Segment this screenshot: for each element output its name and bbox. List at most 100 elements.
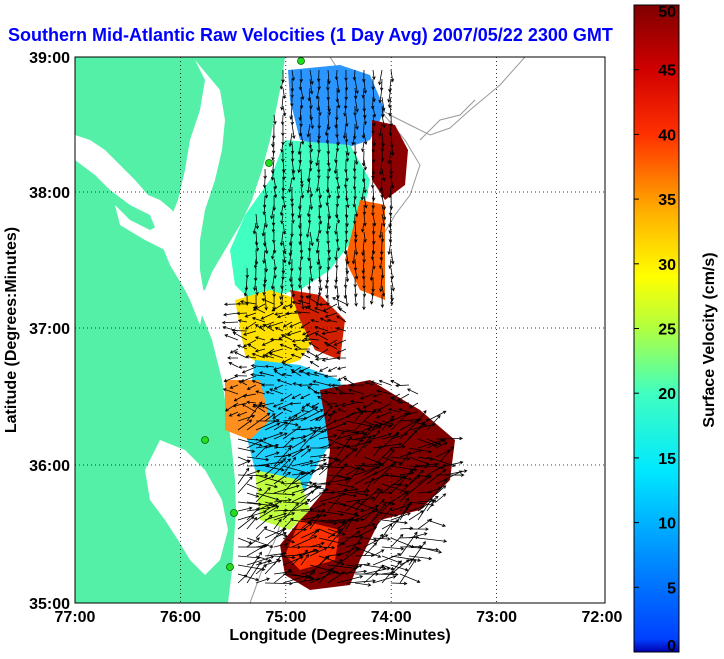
velocity-arrow xyxy=(274,312,284,316)
velocity-arrow xyxy=(282,517,294,530)
velocity-arrow xyxy=(246,384,257,390)
velocity-arrow xyxy=(381,285,386,297)
velocity-arrow xyxy=(264,492,296,497)
velocity-arrow xyxy=(326,258,331,271)
velocity-arrow xyxy=(261,405,275,413)
velocity-arrow xyxy=(264,465,285,472)
velocity-arrow xyxy=(318,419,338,431)
velocity-arrow xyxy=(255,475,275,485)
velocity-arrow xyxy=(426,486,443,494)
velocity-arrow xyxy=(299,249,304,261)
velocity-arrow xyxy=(232,332,248,341)
velocity-arrow xyxy=(282,480,313,485)
velocity-arrow xyxy=(223,375,239,383)
velocity-arrow xyxy=(245,294,249,306)
velocity-arrow xyxy=(273,186,278,199)
velocity-arrow xyxy=(390,559,410,575)
velocity-arrow xyxy=(381,449,395,467)
velocity-arrow xyxy=(314,332,329,341)
velocity-arrow xyxy=(237,319,248,323)
velocity-arrow xyxy=(332,297,347,305)
velocity-arrow xyxy=(408,510,424,521)
velocity-arrow xyxy=(361,222,365,233)
velocity-arrow xyxy=(336,213,341,224)
y-axis-label: Latitude (Degrees:Minutes) xyxy=(3,227,20,433)
velocity-arrow xyxy=(306,204,311,218)
velocity-arrow xyxy=(336,356,347,360)
velocity-arrow xyxy=(222,388,239,395)
velocity-arrow xyxy=(345,150,350,162)
velocity-arrow xyxy=(279,78,284,90)
velocity-arrow xyxy=(255,577,270,584)
velocity-arrow xyxy=(372,442,403,449)
velocity-arrow xyxy=(309,555,330,575)
velocity-arrow xyxy=(273,370,284,377)
velocity-arrow xyxy=(363,499,385,521)
velocity-arrow xyxy=(435,493,447,503)
velocity-arrow xyxy=(309,69,314,85)
map-area xyxy=(75,57,605,603)
velocity-arrow xyxy=(308,258,313,270)
velocity-arrow xyxy=(390,249,395,265)
velocity-arrow xyxy=(304,306,320,314)
velocity-arrow xyxy=(242,393,257,398)
velocity-arrow xyxy=(317,285,322,297)
velocity-arrow xyxy=(279,204,284,217)
velocity-arrow xyxy=(348,388,365,395)
velocity-arrow xyxy=(318,405,333,422)
velocity-arrow xyxy=(282,413,298,431)
velocity-arrow xyxy=(337,375,347,381)
velocity-arrow xyxy=(307,240,312,252)
velocity-arrow xyxy=(255,486,271,503)
velocity-arrow xyxy=(302,330,311,336)
velocity-arrow xyxy=(381,431,400,449)
velocity-arrow xyxy=(330,383,347,388)
velocity-arrow xyxy=(262,324,275,332)
velocity-arrow xyxy=(363,132,368,145)
velocity-arrow xyxy=(325,132,330,144)
velocity-arrow xyxy=(375,411,392,419)
velocity-arrow xyxy=(285,311,302,316)
velocity-arrow xyxy=(280,96,284,111)
velocity-arrow xyxy=(246,551,262,575)
velocity-arrow xyxy=(399,449,423,458)
velocity-arrow xyxy=(354,408,377,431)
velocity-arrow xyxy=(309,528,320,539)
velocity-arrow xyxy=(291,535,318,548)
velocity-arrow xyxy=(318,267,322,284)
velocity-arrow xyxy=(264,364,275,369)
velocity-arrow xyxy=(390,177,395,190)
velocity-arrow xyxy=(417,497,433,521)
velocity-arrow xyxy=(326,402,338,406)
velocity-arrow xyxy=(399,559,416,584)
axes-frame xyxy=(74,56,606,604)
velocity-arrow xyxy=(372,393,383,398)
velocity-arrow xyxy=(260,312,275,320)
velocity-arrow xyxy=(345,579,377,584)
velocity-arrow xyxy=(380,231,385,243)
velocity-arrow xyxy=(354,427,371,449)
velocity-arrow xyxy=(282,574,309,584)
velocity-arrow xyxy=(345,511,358,530)
velocity-arrow xyxy=(300,426,319,431)
velocity-arrow xyxy=(318,222,322,234)
velocity-arrow xyxy=(280,141,284,153)
velocity-arrow xyxy=(255,492,280,501)
land-mass xyxy=(75,57,285,292)
velocity-arrow xyxy=(316,249,320,266)
velocity-arrow xyxy=(272,402,284,408)
velocity-arrow xyxy=(336,501,365,512)
velocity-arrow xyxy=(255,285,259,296)
velocity-arrow xyxy=(237,438,263,447)
colorbar-tick-label: 30 xyxy=(658,257,676,274)
velocity-arrow xyxy=(255,526,268,539)
velocity-arrow xyxy=(232,402,248,408)
velocity-arrow xyxy=(300,448,312,458)
velocity-arrow xyxy=(297,159,302,174)
velocity-arrow xyxy=(262,348,275,357)
velocity-arrow xyxy=(343,177,348,189)
velocity-arrow xyxy=(363,231,367,243)
velocity-arrow xyxy=(279,343,293,350)
velocity-arrow xyxy=(408,469,424,485)
velocity-arrow xyxy=(273,555,296,560)
